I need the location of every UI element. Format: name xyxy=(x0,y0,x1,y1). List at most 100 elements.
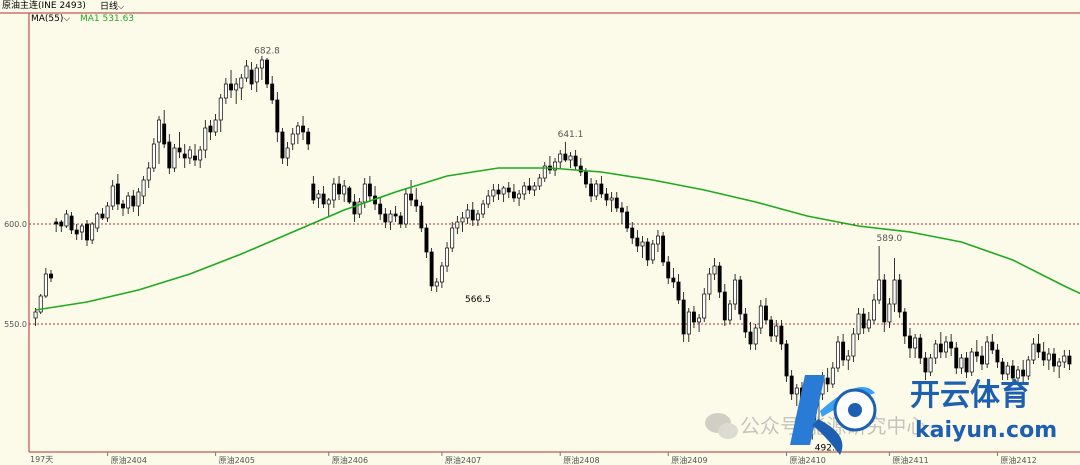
candle-body xyxy=(424,227,429,253)
candle xyxy=(650,240,655,264)
candle-body xyxy=(707,273,712,295)
candle xyxy=(229,70,233,98)
candle xyxy=(347,186,352,204)
candle-body xyxy=(54,221,59,225)
candle-body xyxy=(1036,343,1041,353)
candle-body xyxy=(830,367,835,385)
candle xyxy=(429,248,434,291)
candle xyxy=(866,312,871,332)
instrument-dropdown[interactable]: 原油主连(INE 2493) xyxy=(2,0,86,13)
candle xyxy=(635,230,640,252)
ma55-line xyxy=(35,167,1080,311)
candle-body xyxy=(866,319,871,329)
chevron-down-icon: ⌵ xyxy=(118,2,125,11)
candle xyxy=(398,212,403,228)
candle-body xyxy=(563,153,568,161)
candle xyxy=(244,60,249,82)
candle xyxy=(789,370,794,400)
candle-body xyxy=(126,195,131,209)
candle-body xyxy=(33,311,38,319)
candle xyxy=(470,202,475,226)
candle xyxy=(177,132,182,158)
candle-body xyxy=(578,165,583,173)
candle xyxy=(254,64,259,92)
candle-body xyxy=(511,191,516,199)
candle-body xyxy=(568,155,573,161)
candle xyxy=(506,182,511,198)
candle-body xyxy=(244,65,249,79)
candle-body xyxy=(475,213,480,221)
candle xyxy=(944,336,948,358)
candle-body xyxy=(861,313,866,329)
chevron-down-icon: ⌵ xyxy=(63,14,71,24)
candle xyxy=(445,242,450,272)
candle-body xyxy=(331,183,336,201)
candle-body xyxy=(64,213,69,227)
candle xyxy=(409,180,413,206)
candle xyxy=(1067,350,1072,370)
candle xyxy=(517,190,522,206)
x-tick-label: 原油2404 xyxy=(111,455,147,465)
candle xyxy=(33,308,38,326)
candle-body xyxy=(146,167,151,181)
candle xyxy=(630,222,635,244)
candle xyxy=(486,190,491,208)
candle-body xyxy=(74,229,79,235)
candle-body xyxy=(1010,365,1015,379)
candle-body xyxy=(501,187,506,195)
candle xyxy=(270,76,275,104)
candle-body xyxy=(851,333,856,357)
candle xyxy=(856,308,861,340)
candle-body xyxy=(316,193,321,199)
candle xyxy=(707,268,712,300)
candle-body xyxy=(450,227,455,249)
candle xyxy=(918,334,923,364)
candle xyxy=(681,292,686,342)
candle-body xyxy=(177,147,182,153)
candle-body xyxy=(429,251,434,287)
candle xyxy=(594,180,599,200)
candle-body xyxy=(409,193,413,201)
candle xyxy=(285,142,290,166)
price-annotation: 641.1 xyxy=(558,130,584,140)
candle xyxy=(455,216,460,234)
candle-body xyxy=(496,189,501,195)
candle-body xyxy=(352,201,357,215)
candle-body xyxy=(542,165,547,179)
x-tick-label: 原油2411 xyxy=(892,455,928,465)
candle-body xyxy=(764,305,768,321)
candle xyxy=(100,208,105,220)
candle-body xyxy=(337,183,341,195)
candle-body xyxy=(208,125,213,133)
candle xyxy=(933,340,938,364)
candle xyxy=(131,190,136,212)
indicator-dropdown[interactable]: MA(55)⌵ xyxy=(31,13,70,25)
candle-body xyxy=(321,193,326,205)
candle xyxy=(491,184,496,202)
y-tick-label: 550.0 xyxy=(4,320,27,329)
candle-body xyxy=(378,203,383,215)
candle xyxy=(424,224,429,258)
candle-body xyxy=(743,313,748,333)
candle xyxy=(779,320,784,350)
candle-body xyxy=(105,205,110,219)
candle-body xyxy=(887,303,892,323)
candle-body xyxy=(661,235,666,263)
candle-body xyxy=(223,83,228,99)
candle xyxy=(1000,358,1005,380)
candle-body xyxy=(239,77,244,89)
candle xyxy=(326,198,331,216)
candle-body xyxy=(645,241,650,261)
candle xyxy=(692,306,696,328)
candle-body xyxy=(229,83,233,91)
candle xyxy=(64,210,69,228)
candle xyxy=(902,308,907,344)
period-dropdown[interactable]: 日线⌵ xyxy=(100,0,124,14)
candle-body xyxy=(892,279,897,305)
candle-body xyxy=(198,149,203,161)
candle xyxy=(43,268,48,298)
candle xyxy=(59,220,64,232)
candle xyxy=(105,202,110,222)
candle xyxy=(306,128,311,150)
candle-body xyxy=(465,209,470,219)
